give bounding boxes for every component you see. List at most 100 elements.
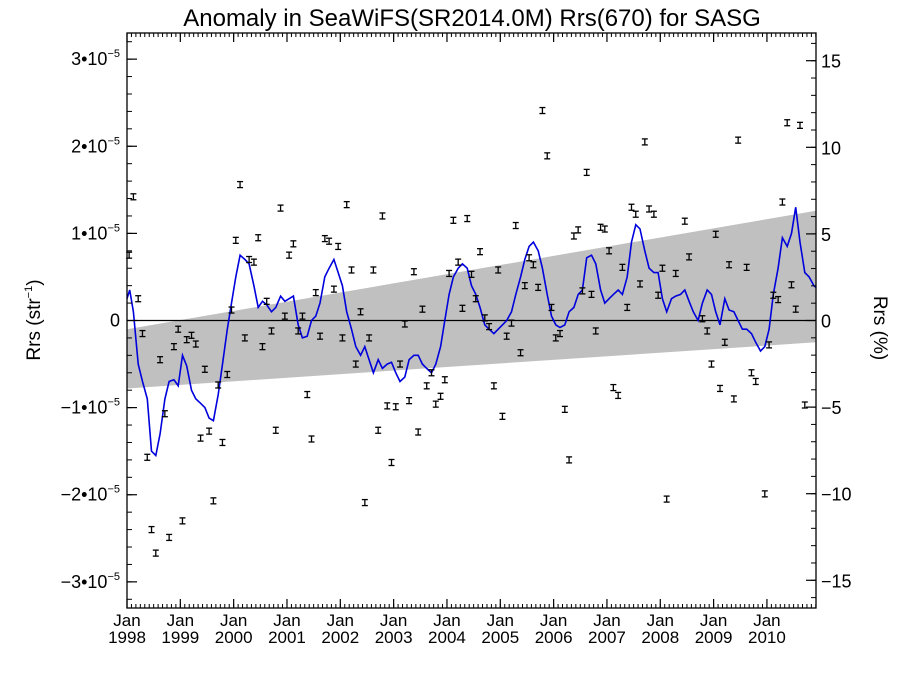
data-point bbox=[450, 216, 457, 224]
data-point bbox=[561, 405, 568, 414]
data-point bbox=[544, 152, 551, 160]
y-axis-left-label-close: ) bbox=[24, 279, 45, 285]
data-point bbox=[388, 458, 395, 467]
y-left-tick-label: 1•10−5 bbox=[71, 222, 120, 243]
y-left-tick-exponent: −5 bbox=[107, 222, 120, 234]
chart-title: Anomaly in SeaWiFS(SR2014.0M) Rrs(670) f… bbox=[183, 5, 761, 32]
data-point bbox=[672, 269, 679, 278]
x-tick-label-year: 2004 bbox=[428, 628, 466, 647]
y-left-tick-mantissa: 1•10 bbox=[71, 223, 107, 243]
data-point bbox=[601, 225, 608, 233]
data-point bbox=[752, 377, 759, 386]
data-point bbox=[219, 438, 226, 447]
data-point bbox=[712, 230, 719, 238]
data-point bbox=[464, 214, 471, 223]
data-point bbox=[526, 254, 533, 262]
y-left-tick-label: 3•10−5 bbox=[71, 48, 120, 69]
y-right-tick-label: −10 bbox=[821, 485, 852, 505]
data-point bbox=[197, 434, 204, 442]
data-point bbox=[730, 395, 737, 403]
data-point bbox=[761, 490, 768, 498]
data-point bbox=[135, 295, 142, 303]
data-point bbox=[659, 264, 666, 272]
data-point bbox=[183, 336, 190, 344]
data-point bbox=[237, 180, 244, 189]
x-tick-label-year: 1999 bbox=[161, 628, 199, 647]
data-point bbox=[726, 261, 733, 269]
data-point bbox=[352, 360, 359, 368]
data-point bbox=[579, 287, 586, 295]
data-point bbox=[588, 290, 595, 299]
data-point bbox=[641, 138, 648, 146]
y-right-tick-label: −15 bbox=[821, 571, 852, 591]
data-point bbox=[459, 304, 466, 312]
y-left-tick-exponent: −5 bbox=[107, 571, 120, 583]
data-point bbox=[201, 365, 208, 373]
data-point bbox=[144, 453, 151, 461]
data-point bbox=[384, 402, 391, 410]
data-point bbox=[517, 349, 524, 357]
data-point bbox=[557, 329, 564, 338]
y-axis-left-label: Rrs (str−1) bbox=[23, 279, 45, 360]
data-point bbox=[357, 308, 364, 316]
x-tick-label-year: 2006 bbox=[535, 628, 573, 647]
data-point bbox=[628, 203, 635, 211]
data-point bbox=[317, 332, 324, 340]
data-point bbox=[290, 240, 297, 248]
data-point bbox=[792, 305, 799, 313]
data-point bbox=[548, 303, 555, 312]
x-tick-label-month: Jan bbox=[647, 611, 674, 630]
x-tick-label-year: 1998 bbox=[108, 628, 146, 647]
y-left-tick-label: −3•10−5 bbox=[61, 571, 120, 592]
x-tick-label-month: Jan bbox=[593, 611, 620, 630]
data-point bbox=[308, 435, 315, 443]
data-point bbox=[281, 312, 288, 320]
data-point bbox=[499, 412, 506, 420]
y-axis-left-label-exp: −1 bbox=[23, 286, 35, 299]
data-point bbox=[748, 369, 755, 377]
data-point bbox=[597, 223, 604, 231]
data-point bbox=[415, 428, 422, 436]
data-point bbox=[304, 390, 311, 399]
data-point bbox=[624, 303, 631, 312]
data-point bbox=[770, 291, 777, 299]
data-point bbox=[423, 382, 430, 390]
y-left-tick-label: 2•10−5 bbox=[71, 135, 120, 156]
y-left-tick-mantissa: 3•10 bbox=[71, 49, 107, 69]
data-point bbox=[637, 280, 644, 288]
data-point bbox=[410, 268, 417, 276]
data-point bbox=[210, 497, 217, 505]
data-point bbox=[477, 248, 484, 256]
data-point bbox=[632, 210, 639, 218]
data-point bbox=[708, 360, 715, 368]
data-point bbox=[570, 232, 577, 240]
y-left-tick-exponent: −5 bbox=[107, 397, 120, 409]
data-point bbox=[699, 315, 706, 323]
data-point bbox=[717, 384, 724, 393]
data-point bbox=[157, 356, 164, 364]
x-tick-label-month: Jan bbox=[220, 611, 247, 630]
data-point bbox=[441, 376, 448, 384]
data-point bbox=[481, 314, 488, 322]
data-point bbox=[348, 266, 355, 274]
data-point bbox=[250, 258, 257, 266]
data-point bbox=[139, 329, 146, 338]
data-point bbox=[610, 383, 617, 392]
data-point bbox=[486, 322, 493, 331]
data-point bbox=[370, 266, 377, 274]
data-point bbox=[801, 401, 808, 409]
x-tick-label-month: Jan bbox=[113, 611, 140, 630]
data-point bbox=[535, 283, 542, 292]
data-point bbox=[779, 198, 786, 206]
data-point bbox=[215, 381, 222, 389]
data-point bbox=[375, 426, 382, 434]
data-point bbox=[188, 331, 195, 339]
data-point bbox=[339, 334, 346, 342]
data-point bbox=[686, 253, 693, 261]
x-tick-label-year: 2009 bbox=[695, 628, 733, 647]
data-point bbox=[228, 306, 235, 314]
data-point bbox=[766, 341, 773, 349]
x-tick-label-year: 2001 bbox=[268, 628, 306, 647]
y-left-tick-exponent: −5 bbox=[107, 484, 120, 496]
